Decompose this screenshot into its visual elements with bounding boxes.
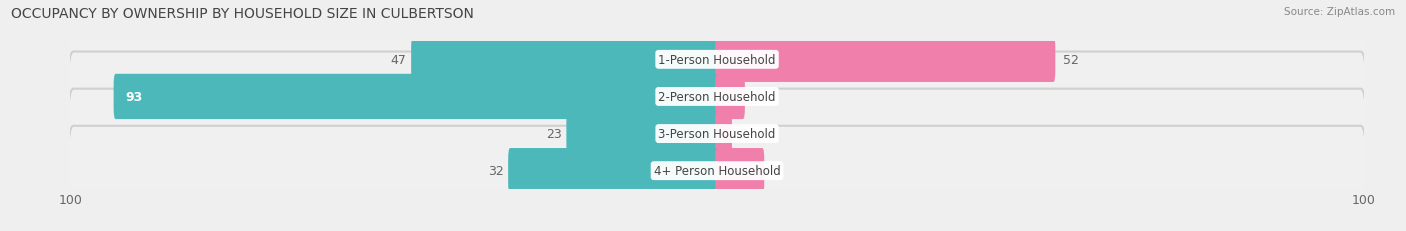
FancyBboxPatch shape bbox=[716, 37, 1056, 83]
Text: 7: 7 bbox=[772, 164, 780, 177]
FancyBboxPatch shape bbox=[69, 52, 1365, 142]
Text: 23: 23 bbox=[546, 128, 562, 140]
Text: 4+ Person Household: 4+ Person Household bbox=[654, 164, 780, 177]
Text: 52: 52 bbox=[1063, 54, 1078, 67]
Text: 2: 2 bbox=[740, 128, 748, 140]
FancyBboxPatch shape bbox=[69, 89, 1365, 179]
FancyBboxPatch shape bbox=[716, 111, 733, 157]
Text: 4: 4 bbox=[752, 91, 761, 103]
FancyBboxPatch shape bbox=[411, 37, 718, 83]
FancyBboxPatch shape bbox=[567, 111, 718, 157]
FancyBboxPatch shape bbox=[508, 148, 718, 194]
Text: OCCUPANCY BY OWNERSHIP BY HOUSEHOLD SIZE IN CULBERTSON: OCCUPANCY BY OWNERSHIP BY HOUSEHOLD SIZE… bbox=[11, 7, 474, 21]
Text: 93: 93 bbox=[125, 91, 142, 103]
FancyBboxPatch shape bbox=[69, 15, 1365, 105]
FancyBboxPatch shape bbox=[716, 74, 745, 120]
Text: 47: 47 bbox=[391, 54, 406, 67]
Text: 2-Person Household: 2-Person Household bbox=[658, 91, 776, 103]
FancyBboxPatch shape bbox=[716, 148, 765, 194]
FancyBboxPatch shape bbox=[114, 74, 718, 120]
Text: 3-Person Household: 3-Person Household bbox=[658, 128, 776, 140]
Text: 1-Person Household: 1-Person Household bbox=[658, 54, 776, 67]
FancyBboxPatch shape bbox=[69, 126, 1365, 216]
Text: Source: ZipAtlas.com: Source: ZipAtlas.com bbox=[1284, 7, 1395, 17]
Text: 32: 32 bbox=[488, 164, 503, 177]
